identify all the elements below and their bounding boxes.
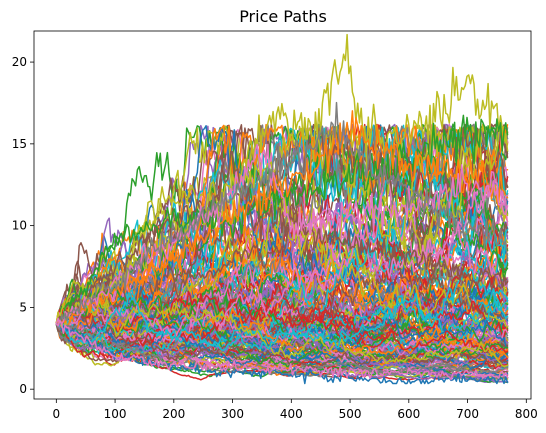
price-path-line [55,286,509,368]
price-path-line [55,280,509,368]
y-tick-label: 15 [12,137,27,151]
price-path-line [55,101,509,326]
x-tick-label: 500 [339,407,362,421]
price-path-line [55,150,509,325]
price-path-line [55,286,509,350]
x-tick-label: 800 [515,407,538,421]
x-tick-label: 600 [397,407,420,421]
plot-frame [33,30,532,400]
y-tick-label: 10 [12,219,27,233]
price-path-line [55,290,509,355]
x-tick-label: 100 [104,407,127,421]
x-axis: 0 100 200 300 400 500 600 700 800 [53,399,538,421]
y-axis: 0 5 10 15 20 [12,55,34,396]
x-tick-label: 200 [162,407,185,421]
price-path-line [55,171,509,337]
price-path-line [55,110,509,326]
price-path-line [55,123,509,325]
price-path-line [55,290,509,349]
price-path-line [55,268,509,351]
y-tick-label: 0 [19,382,27,396]
x-tick-label: 300 [221,407,244,421]
x-tick-label: 700 [456,407,479,421]
plot-lines [55,33,509,385]
price-path-line [55,319,509,381]
price-path-line [55,143,509,326]
y-tick-label: 20 [12,55,27,69]
price-path-line [55,124,509,337]
y-tick-label: 5 [19,300,27,314]
price-path-line [55,312,509,369]
x-tick-label: 0 [53,407,61,421]
x-tick-label: 400 [280,407,303,421]
chart-title: Price Paths [239,7,327,26]
